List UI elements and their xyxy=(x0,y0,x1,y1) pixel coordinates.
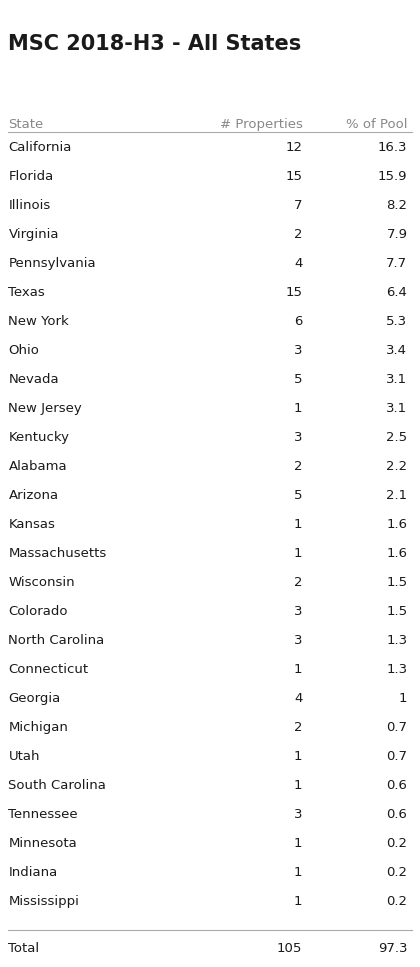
Text: Total: Total xyxy=(8,942,39,954)
Text: 0.2: 0.2 xyxy=(386,837,407,850)
Text: 7.9: 7.9 xyxy=(386,228,407,241)
Text: 1.5: 1.5 xyxy=(386,576,407,589)
Text: 3: 3 xyxy=(294,344,302,357)
Text: Kentucky: Kentucky xyxy=(8,431,69,444)
Text: 0.6: 0.6 xyxy=(386,808,407,821)
Text: 105: 105 xyxy=(277,942,302,954)
Text: Minnesota: Minnesota xyxy=(8,837,77,850)
Text: Utah: Utah xyxy=(8,750,40,763)
Text: 3.1: 3.1 xyxy=(386,373,407,386)
Text: 16.3: 16.3 xyxy=(378,141,407,154)
Text: Ohio: Ohio xyxy=(8,344,39,357)
Text: Virginia: Virginia xyxy=(8,228,59,241)
Text: Alabama: Alabama xyxy=(8,460,67,473)
Text: Tennessee: Tennessee xyxy=(8,808,78,821)
Text: 1: 1 xyxy=(294,547,302,560)
Text: 3: 3 xyxy=(294,605,302,618)
Text: 1: 1 xyxy=(294,402,302,415)
Text: 2: 2 xyxy=(294,721,302,734)
Text: 1: 1 xyxy=(294,750,302,763)
Text: Florida: Florida xyxy=(8,170,54,183)
Text: Michigan: Michigan xyxy=(8,721,68,734)
Text: 2.1: 2.1 xyxy=(386,489,407,502)
Text: 1.6: 1.6 xyxy=(386,518,407,531)
Text: 7.7: 7.7 xyxy=(386,257,407,270)
Text: 5: 5 xyxy=(294,489,302,502)
Text: Wisconsin: Wisconsin xyxy=(8,576,75,589)
Text: 1: 1 xyxy=(294,837,302,850)
Text: 1: 1 xyxy=(294,779,302,792)
Text: 2.2: 2.2 xyxy=(386,460,407,473)
Text: 1: 1 xyxy=(294,518,302,531)
Text: 97.3: 97.3 xyxy=(378,942,407,954)
Text: 1: 1 xyxy=(294,663,302,676)
Text: 1: 1 xyxy=(399,692,407,705)
Text: Arizona: Arizona xyxy=(8,489,58,502)
Text: 4: 4 xyxy=(294,257,302,270)
Text: 1.6: 1.6 xyxy=(386,547,407,560)
Text: 8.2: 8.2 xyxy=(386,199,407,212)
Text: 0.7: 0.7 xyxy=(386,721,407,734)
Text: 2: 2 xyxy=(294,576,302,589)
Text: 2.5: 2.5 xyxy=(386,431,407,444)
Text: 3: 3 xyxy=(294,431,302,444)
Text: Kansas: Kansas xyxy=(8,518,55,531)
Text: # Properties: # Properties xyxy=(220,118,302,131)
Text: Pennsylvania: Pennsylvania xyxy=(8,257,96,270)
Text: California: California xyxy=(8,141,72,154)
Text: Mississippi: Mississippi xyxy=(8,895,79,908)
Text: 3: 3 xyxy=(294,634,302,647)
Text: 2: 2 xyxy=(294,460,302,473)
Text: 2: 2 xyxy=(294,228,302,241)
Text: Nevada: Nevada xyxy=(8,373,59,386)
Text: State: State xyxy=(8,118,44,131)
Text: 3.4: 3.4 xyxy=(386,344,407,357)
Text: South Carolina: South Carolina xyxy=(8,779,106,792)
Text: Indiana: Indiana xyxy=(8,866,58,879)
Text: 3.1: 3.1 xyxy=(386,402,407,415)
Text: 15.9: 15.9 xyxy=(378,170,407,183)
Text: Texas: Texas xyxy=(8,286,45,299)
Text: 0.6: 0.6 xyxy=(386,779,407,792)
Text: 1: 1 xyxy=(294,866,302,879)
Text: North Carolina: North Carolina xyxy=(8,634,105,647)
Text: 3: 3 xyxy=(294,808,302,821)
Text: 1: 1 xyxy=(294,895,302,908)
Text: % of Pool: % of Pool xyxy=(346,118,407,131)
Text: 15: 15 xyxy=(286,170,302,183)
Text: 0.7: 0.7 xyxy=(386,750,407,763)
Text: Georgia: Georgia xyxy=(8,692,60,705)
Text: 0.2: 0.2 xyxy=(386,895,407,908)
Text: New York: New York xyxy=(8,315,69,328)
Text: 5: 5 xyxy=(294,373,302,386)
Text: Connecticut: Connecticut xyxy=(8,663,89,676)
Text: 7: 7 xyxy=(294,199,302,212)
Text: New Jersey: New Jersey xyxy=(8,402,82,415)
Text: Massachusetts: Massachusetts xyxy=(8,547,107,560)
Text: 6: 6 xyxy=(294,315,302,328)
Text: 12: 12 xyxy=(286,141,302,154)
Text: Illinois: Illinois xyxy=(8,199,51,212)
Text: 0.2: 0.2 xyxy=(386,866,407,879)
Text: 5.3: 5.3 xyxy=(386,315,407,328)
Text: Colorado: Colorado xyxy=(8,605,68,618)
Text: MSC 2018-H3 - All States: MSC 2018-H3 - All States xyxy=(8,34,302,54)
Text: 15: 15 xyxy=(286,286,302,299)
Text: 4: 4 xyxy=(294,692,302,705)
Text: 1.5: 1.5 xyxy=(386,605,407,618)
Text: 6.4: 6.4 xyxy=(386,286,407,299)
Text: 1.3: 1.3 xyxy=(386,663,407,676)
Text: 1.3: 1.3 xyxy=(386,634,407,647)
